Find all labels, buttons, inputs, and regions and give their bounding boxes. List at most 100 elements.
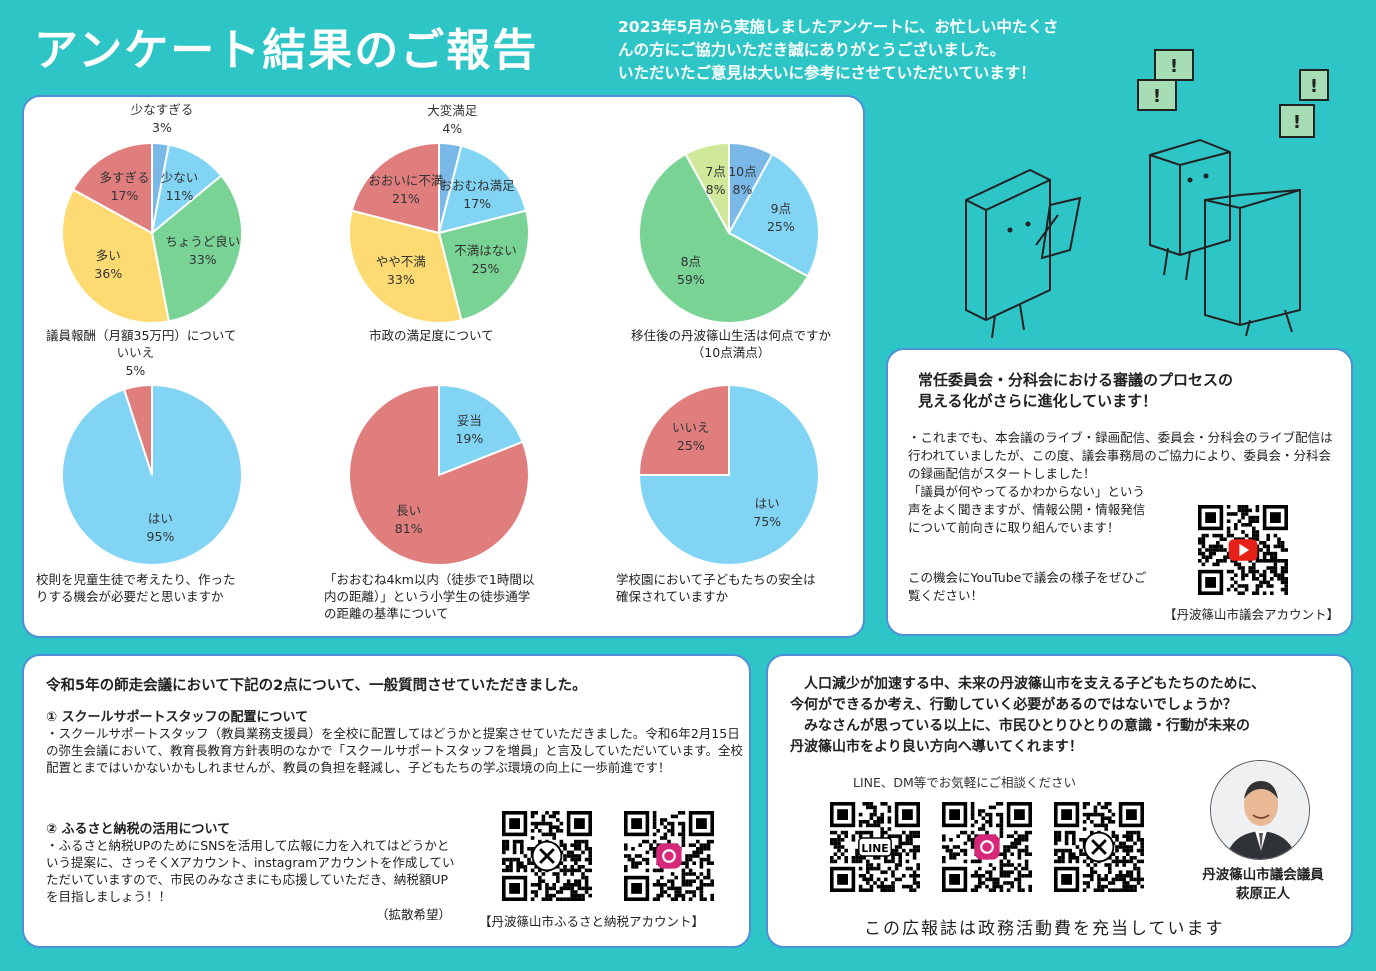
pie-slice <box>638 152 810 324</box>
x-qr-code[interactable] <box>502 811 592 901</box>
pie-chart-satisfaction: 大変満足 4% おおむね満足 17% 不満はない 25% やや不満 33% おおいに不満 21% <box>348 103 530 324</box>
youtube-qr-code[interactable] <box>1198 505 1288 595</box>
item1-body: ・スクールサポートスタッフ（教員業務支援員）を全校に配置してはどうかと提案させて… <box>46 726 744 775</box>
slice-label-name: 不満はない <box>454 243 517 259</box>
slice-label: 長い 81% <box>395 502 423 538</box>
page-title: アンケート結果のご報告 <box>34 25 539 76</box>
slice-label: おおいに不満 21% <box>368 172 443 208</box>
slice-label-name: はい <box>147 511 173 527</box>
slice-label: 多い 36% <box>94 247 122 283</box>
slice-label: 少ない 11% <box>161 169 199 205</box>
message-line: 今何ができるか考え、行動していく必要があるのではないでしょうか？ <box>790 697 1237 713</box>
slice-label-value: 19% <box>455 431 484 447</box>
slice-label: 8点 59% <box>677 253 705 289</box>
slice-label-name: やや不満 <box>375 254 426 270</box>
councilor-name-text: 萩原正人 <box>1236 886 1290 902</box>
slice-label: おおむね満足 17% <box>440 177 515 213</box>
slice-label-name: 少なすぎる <box>130 102 194 118</box>
portrait-photo <box>1211 761 1309 859</box>
slice-label-value: 25% <box>471 261 500 277</box>
message-line: 人口減少が加速する中、未来の丹波篠山市を支える子どもたちのために、 <box>790 676 1266 692</box>
pie-chart-living-score: 10点 8% 9点 25% 8点 59% 7点 8% <box>638 141 820 324</box>
pie-svg <box>61 383 243 566</box>
slice-label: いいえ 25% <box>672 419 710 455</box>
slice-label-value: 17% <box>110 187 139 203</box>
caption-line: 市政の満足度について <box>369 328 494 343</box>
caption-line: 確保されていますか <box>616 589 729 604</box>
line-qr-code[interactable]: LINE <box>830 802 920 892</box>
pie-chart-walking-distance: 妥当 19% 長い 81% <box>348 383 530 566</box>
committee-body: この機会にYouTubeで議会の様子をぜひご覧ください！ <box>908 570 1147 603</box>
slice-label: はい 75% <box>753 495 781 531</box>
pie-chart-school-safety: はい 75% いいえ 25% <box>637 383 820 566</box>
slice-label-name: おおむね満足 <box>439 177 515 193</box>
councilor-name: 丹波篠山市議会議員 萩原正人 <box>1178 866 1348 904</box>
pie-chart-salary: 少なすぎる 3% 少ない 11% ちょうど良い 33% 多い 36% 多すぎる 17% <box>61 102 243 324</box>
instagram-qr-code[interactable] <box>624 811 714 901</box>
pie-slice <box>348 383 530 566</box>
caption-line: の距離の基準について <box>324 606 449 621</box>
svg-text:!: ! <box>1293 112 1301 133</box>
svg-text:LINE: LINE <box>861 842 888 855</box>
heading-line: 見える化がさらに進化しています！ <box>918 392 1158 410</box>
pie-slice <box>150 174 243 323</box>
slice-label-name: 大変満足 <box>427 102 478 118</box>
message-line: 丹波篠山市をより良い方向へ導いてくれます！ <box>790 739 1083 755</box>
committee-heading: 常任委員会・分科会における審議のプロセスの 見える化がさらに進化しています！ <box>918 370 1233 412</box>
slice-label-name: 7点 <box>705 163 726 179</box>
svg-text:!: ! <box>1310 76 1318 97</box>
caption-line: 「おおむね4km以内（徒歩で1時間以 <box>324 572 535 587</box>
slice-label-value: 3% <box>152 120 172 136</box>
intro-line: いただいたご意見は大いに参考にさせていただいています！ <box>618 64 1036 82</box>
chart-caption: 「おおむね4km以内（徒歩で1時間以 内の距離）」という小学生の徒歩通学 の距離… <box>324 571 574 622</box>
slice-label-value: 33% <box>386 272 415 288</box>
slice-label: 妥当 19% <box>455 412 483 448</box>
furusato-account-label: 【丹波篠山市ふるさと納税アカウント】 <box>479 914 705 929</box>
message-line: みなさんが思っている以上に、市民ひとりひとりの意識・行動が未来の <box>790 718 1251 734</box>
slice-label-value: 25% <box>676 437 705 453</box>
survey-results-panel: 少なすぎる 3% 少ない 11% ちょうど良い 33% 多い 36% 多すぎる 17% 大変満足 4… <box>22 95 865 638</box>
slice-label-name: 多い <box>95 247 121 263</box>
slice-label-name: 9点 <box>770 200 792 216</box>
intro-line: 2023年5月から実施しましたアンケートに、お忙しい中たくさ <box>618 18 1059 36</box>
pie-slice <box>350 141 440 235</box>
slice-label-value: 25% <box>766 218 795 234</box>
slice-label-value: 59% <box>676 272 705 288</box>
avatar <box>1210 760 1310 860</box>
committee-body: ・これまでも、本会議のライブ・録画配信、委員会・分科会のライブ配信は行われていま… <box>908 430 1333 481</box>
pie-slice <box>122 383 153 476</box>
slice-label-name: ちょうど良い <box>165 234 241 250</box>
general-heading: 令和5年の師走会議において下記の2点について、一般質問させていただきました。 <box>46 678 587 694</box>
caption-line: 内の距離）」という小学生の徒歩通学 <box>324 589 531 604</box>
slice-label-value: 8% <box>705 181 726 197</box>
chart-caption: 議員報酬（月額35万円）について <box>46 327 286 344</box>
x-qr-code[interactable] <box>1054 802 1144 892</box>
council-account-label: 【丹波篠山市議会アカウント】 <box>1163 607 1339 622</box>
caption-line: 校則を児童生徒で考えたり、作った <box>36 572 236 587</box>
slice-label: はい 95% <box>147 510 175 546</box>
pie-slice <box>437 209 530 322</box>
slice-label-value: 21% <box>391 191 420 207</box>
councilor-message: 人口減少が加速する中、未来の丹波篠山市を支える子どもたちのために、 今何ができる… <box>790 674 1340 758</box>
slice-label: 7点 8% <box>705 163 725 199</box>
instagram-qr-code[interactable] <box>942 802 1032 892</box>
slice-label-name: いいえ <box>672 419 710 435</box>
consult-text: LINE、DM等でお気軽にご相談ください <box>853 775 1077 790</box>
pie-slice <box>727 152 820 278</box>
councilor-role: 丹波篠山市議会議員 <box>1202 867 1324 883</box>
slice-label-value: 81% <box>394 520 423 536</box>
slice-label-value: 11% <box>165 187 194 203</box>
caption-line: 移住後の丹波篠山生活は何点ですか <box>630 328 831 343</box>
caption-line: りする機会が必要だと思いますか <box>36 589 224 604</box>
item2-note: （拡散希望） <box>376 907 452 922</box>
svg-text:!: ! <box>1170 56 1178 77</box>
slice-label-value: 33% <box>188 252 217 268</box>
svg-text:!: ! <box>1153 86 1161 107</box>
slice-label-name: 多すぎる <box>99 169 150 185</box>
slice-label-name: おおいに不満 <box>368 173 444 189</box>
slice-label-name: 長い <box>396 502 422 518</box>
pie-svg <box>348 383 530 566</box>
pie-slice <box>684 141 730 234</box>
item1-title: ① スクールサポートスタッフの配置について <box>46 710 309 725</box>
slice-label: 多すぎる 17% <box>99 169 149 205</box>
